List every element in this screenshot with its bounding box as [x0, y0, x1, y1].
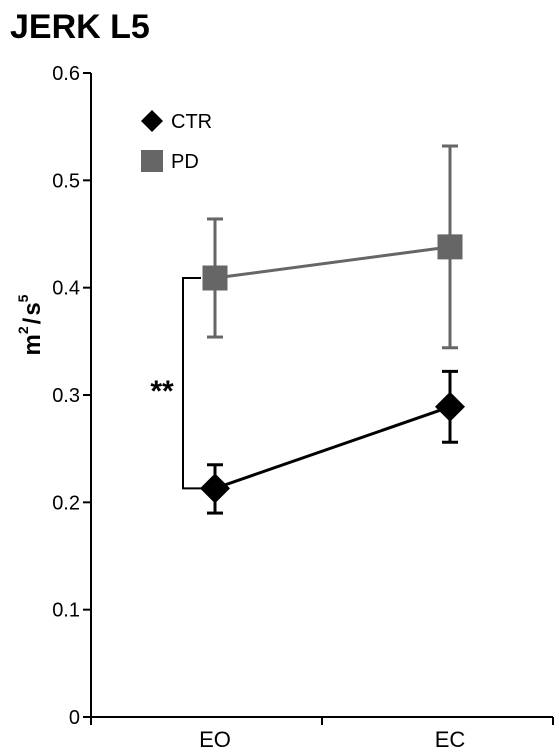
annotations: ** — [150, 277, 201, 490]
y-axis-label: m2 / s5 — [15, 294, 46, 355]
legend-item-ctr: CTR — [141, 110, 212, 133]
y-tick-label: 0.2 — [52, 492, 80, 514]
y-tick-label: 0.1 — [52, 600, 80, 622]
y-tick-label: 0.4 — [52, 278, 80, 300]
legend-marker-pd — [141, 150, 163, 172]
series-line-pd — [214, 245, 451, 280]
series-group — [200, 144, 465, 515]
y-axis-label-base1: m — [19, 334, 46, 355]
y-ticks: 0 0.1 0.2 0.3 0.4 0.5 0.6 — [52, 63, 91, 729]
significance-label: ** — [150, 375, 174, 408]
data-point-pd-eo — [202, 265, 228, 291]
data-point-pd-ec — [437, 234, 463, 260]
legend: CTR PD — [141, 110, 212, 173]
y-axis: 0 0.1 0.2 0.3 0.4 0.5 0.6 — [52, 63, 92, 729]
legend-marker-ctr — [141, 110, 163, 132]
x-ticks: EO EC — [90, 717, 554, 752]
y-axis-label-base2: s — [19, 302, 46, 315]
legend-label-ctr: CTR — [171, 111, 212, 133]
x-tick-label-eo: EO — [199, 727, 231, 752]
y-tick-label: 0.6 — [52, 63, 80, 85]
data-point-ctr-eo — [200, 473, 230, 504]
y-tick-label: 0.3 — [52, 385, 80, 407]
y-axis-label-exp2: 5 — [15, 294, 31, 302]
significance-bracket — [182, 277, 201, 490]
x-axis: EO EC — [90, 716, 554, 752]
series-ctr — [200, 369, 465, 515]
y-tick-label: 0 — [69, 707, 80, 729]
x-tick-label-ec: EC — [435, 727, 466, 752]
legend-label-pd: PD — [171, 151, 199, 173]
chart-title: JERK L5 — [10, 8, 150, 46]
series-pd — [202, 144, 463, 350]
legend-item-pd: PD — [141, 150, 199, 173]
y-axis-label-sep: / — [19, 317, 46, 324]
y-tick-label: 0.5 — [52, 170, 80, 192]
y-axis-label-exp1: 2 — [15, 326, 31, 334]
data-point-ctr-ec — [435, 391, 465, 422]
svg-text:m2/s5: m2 / s5 — [15, 294, 46, 355]
series-line-ctr — [214, 405, 451, 490]
